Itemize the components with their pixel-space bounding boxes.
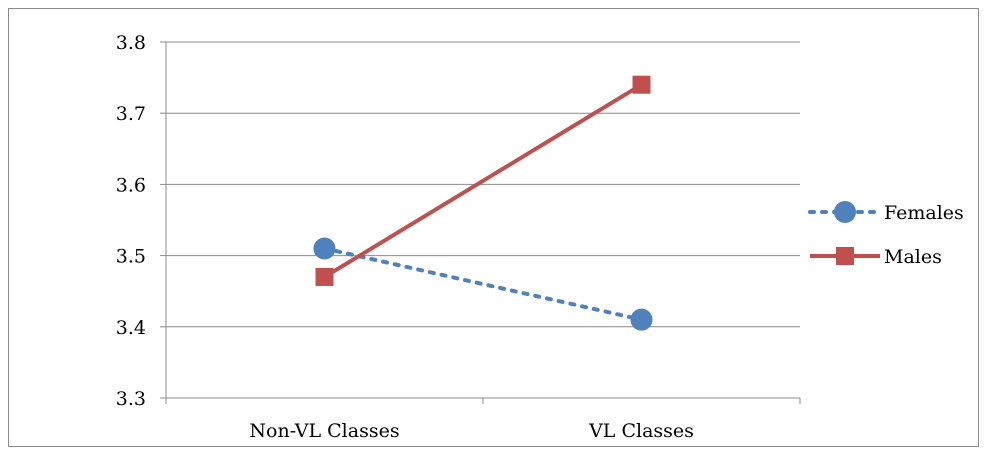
legend: Females Males — [808, 201, 964, 268]
y-tick-label: 3.4 — [116, 317, 146, 339]
data-point-females-1 — [630, 308, 653, 331]
y-tick-label: 3.6 — [116, 174, 146, 196]
chart-frame — [8, 8, 979, 447]
legend-marker-males — [836, 247, 854, 265]
data-point-males-1 — [632, 75, 651, 94]
series-line-males — [323, 83, 643, 279]
x-axis-category-labels: Non-VL Classes VL Classes — [249, 420, 693, 442]
data-point-females-0 — [313, 237, 336, 260]
legend-label-females: Females — [884, 202, 964, 224]
y-axis-tick-labels: 3.3 3.4 3.5 3.6 3.7 3.8 — [116, 32, 146, 410]
axes — [160, 41, 801, 404]
y-tick-label: 3.8 — [116, 32, 146, 54]
y-tick-label: 3.5 — [116, 246, 146, 268]
x-category-label: VL Classes — [588, 420, 694, 442]
data-point-males-0 — [315, 267, 334, 286]
gridlines — [166, 41, 800, 328]
y-tick-label: 3.7 — [116, 103, 146, 125]
x-category-label: Non-VL Classes — [249, 420, 399, 442]
legend-label-males: Males — [884, 246, 942, 268]
legend-marker-females — [834, 201, 856, 223]
series-line-females — [322, 246, 644, 322]
y-tick-label: 3.3 — [116, 388, 146, 410]
series-group — [313, 75, 653, 331]
